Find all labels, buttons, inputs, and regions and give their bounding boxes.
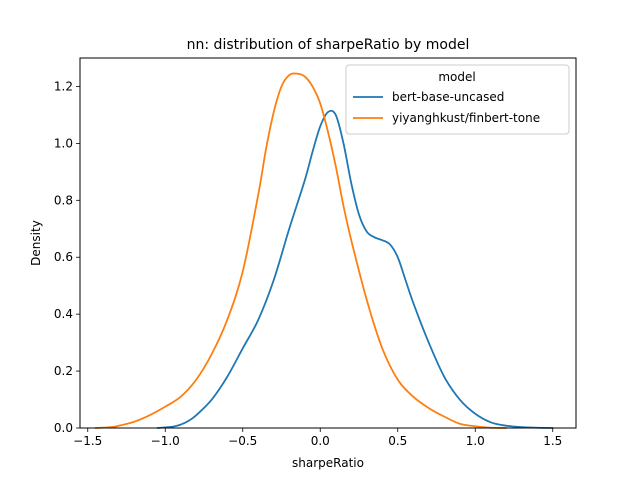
legend-label-bert-base-uncased: bert-base-uncased <box>392 90 504 104</box>
legend: model bert-base-uncased yiyanghkust/finb… <box>345 64 570 135</box>
chart-title: nn: distribution of sharpeRatio by model <box>187 37 470 53</box>
y-tick-label: 0.4 <box>54 307 73 321</box>
x-tick-label: −1.5 <box>73 434 102 448</box>
x-tick-label: 0.5 <box>388 434 407 448</box>
plot-lines <box>94 72 554 429</box>
y-tick-label: 0.8 <box>54 193 73 207</box>
y-axis: 0.0 0.2 0.4 0.6 0.8 1.0 1.2 <box>54 79 80 435</box>
x-axis: −1.5 −1.0 −0.5 0.0 0.5 1.0 1.5 <box>73 428 562 448</box>
y-tick-label: 0.0 <box>54 421 73 435</box>
x-tick-label: 0.0 <box>311 434 330 448</box>
y-tick-label: 0.6 <box>54 250 73 264</box>
legend-label-finbert-tone: yiyanghkust/finbert-tone <box>392 111 540 125</box>
density-line-bert-base-uncased <box>156 109 554 429</box>
legend-box <box>345 64 570 135</box>
y-axis-label: Density <box>29 220 43 266</box>
legend-title: model <box>438 70 475 84</box>
y-tick-label: 0.2 <box>54 364 73 378</box>
plot-frame <box>79 57 577 429</box>
x-tick-label: 1.0 <box>466 434 485 448</box>
density-line-finbert-tone <box>94 72 508 429</box>
x-tick-label: −1.0 <box>151 434 180 448</box>
y-tick-label: 1.0 <box>54 136 73 150</box>
x-axis-label: sharpeRatio <box>292 456 364 470</box>
x-tick-label: 1.5 <box>543 434 562 448</box>
y-tick-label: 1.2 <box>54 79 73 93</box>
x-tick-label: −0.5 <box>228 434 257 448</box>
